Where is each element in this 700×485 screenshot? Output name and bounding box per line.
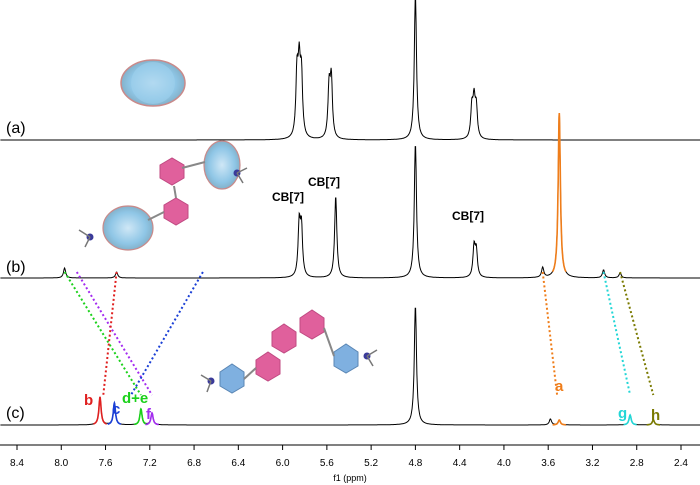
x-tick-label: 6.8 bbox=[187, 458, 201, 469]
correlation-line bbox=[602, 271, 632, 396]
correlation-line bbox=[63, 271, 142, 396]
x-tick-label: 7.2 bbox=[143, 458, 157, 469]
x-tick-label: 8.0 bbox=[54, 458, 68, 469]
peak-overlay-c-5 bbox=[623, 413, 637, 426]
correlation-lines bbox=[63, 271, 655, 396]
peak-label-g: g bbox=[618, 405, 627, 422]
x-tick-label: 2.8 bbox=[630, 458, 644, 469]
peak-label-h: h bbox=[651, 407, 660, 424]
peak-label-c: c bbox=[112, 401, 120, 418]
peak-overlay-b-a bbox=[551, 112, 567, 272]
x-tick-label: 7.6 bbox=[99, 458, 113, 469]
peak-overlay-c-6 bbox=[646, 419, 660, 426]
spectrum-b-trace bbox=[0, 116, 700, 279]
x-tick-label: 8.4 bbox=[10, 458, 24, 469]
peak-overlay-c-1 bbox=[107, 400, 122, 425]
x-tick-label: 3.2 bbox=[586, 458, 600, 469]
correlation-line bbox=[130, 271, 204, 396]
peak-label-f: f bbox=[146, 406, 152, 423]
x-tick-label: 5.6 bbox=[320, 458, 334, 469]
x-axis-ticks: 8.4 8.0 7.6 7.2 6.8 6.4 6.0 5.6 5.2 4.8 4.4 4.0 3.6 3… bbox=[10, 445, 688, 469]
x-tick-label: 6.4 bbox=[231, 458, 245, 469]
x-axis-label: f1 (ppm) bbox=[333, 473, 367, 483]
x-tick-label: 4.8 bbox=[408, 458, 422, 469]
correlation-line bbox=[75, 271, 153, 396]
x-tick-label: 4.0 bbox=[497, 458, 511, 469]
peak-label-a: a bbox=[555, 378, 564, 395]
peak-label-b: b bbox=[84, 392, 93, 409]
spectrum-label-a: (a) bbox=[6, 120, 26, 137]
x-tick-label: 6.0 bbox=[276, 458, 290, 469]
cb7-label-3: CB[7] bbox=[452, 209, 484, 223]
guest-cartoon bbox=[200, 309, 378, 394]
colored-overlays bbox=[93, 112, 660, 426]
x-tick-label: 3.6 bbox=[541, 458, 555, 469]
cb7-label-1: CB[7] bbox=[272, 190, 304, 204]
cb7-label-2: CB[7] bbox=[308, 175, 340, 189]
spectrum-label-b: (b) bbox=[6, 259, 26, 276]
correlation-line bbox=[541, 271, 559, 396]
x-tick-label: 4.4 bbox=[453, 458, 467, 469]
spectrum-label-c: (c) bbox=[6, 405, 25, 422]
spectrum-a-trace bbox=[0, 0, 700, 141]
peak-overlay-c-3 bbox=[145, 411, 159, 426]
cb7-cartoon-free bbox=[120, 59, 186, 107]
peak-overlay-c-0 bbox=[93, 396, 107, 425]
correlation-line bbox=[619, 271, 655, 396]
peak-overlay-c-4 bbox=[552, 419, 566, 426]
complex-cartoon bbox=[78, 140, 248, 251]
x-tick-label: 2.4 bbox=[674, 458, 688, 469]
x-tick-label: 5.2 bbox=[364, 458, 378, 469]
peak-label-d-e: d+e bbox=[122, 390, 148, 407]
